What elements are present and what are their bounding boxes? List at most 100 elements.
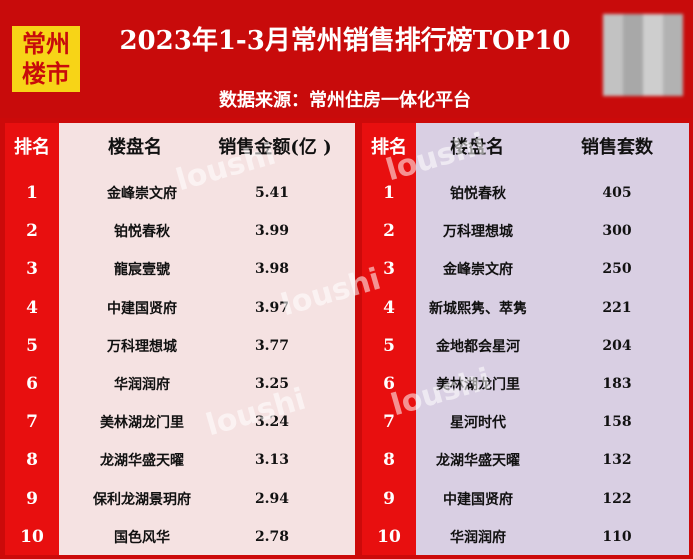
page-title: 2023年1-3月常州销售排行榜TOP10 bbox=[119, 26, 571, 56]
project-name: 铂悦春秋 bbox=[450, 186, 506, 202]
rank-number: 10 bbox=[20, 526, 44, 547]
project-name: 龙湖华盛天曜 bbox=[100, 453, 184, 470]
table-row: 6 华润润府 3.25 bbox=[5, 365, 355, 403]
sales-value: 158 bbox=[602, 414, 632, 431]
rank-number: 6 bbox=[383, 374, 395, 394]
project-name: 星河时代 bbox=[450, 415, 506, 432]
rank-number: 2 bbox=[383, 221, 395, 242]
project-name: 中建国贤府 bbox=[443, 491, 513, 508]
sales-value: 3.13 bbox=[254, 452, 290, 469]
sales-value: 183 bbox=[602, 376, 632, 392]
rank-number: 1 bbox=[26, 183, 38, 203]
table-row: 10 国色风华 2.78 bbox=[5, 518, 355, 556]
table-row: 3 金峰崇文府 250 bbox=[362, 250, 689, 288]
sales-value: 204 bbox=[602, 337, 632, 354]
table-row: 4 新城熙隽、萃隽 221 bbox=[362, 289, 689, 327]
project-name: 美林湖龙门里 bbox=[436, 377, 520, 393]
rank-number: 2 bbox=[26, 221, 38, 242]
sales-value: 3.77 bbox=[254, 337, 290, 354]
project-name: 金峰崇文府 bbox=[443, 262, 513, 279]
table-row: 6 美林湖龙门里 183 bbox=[362, 365, 689, 403]
sales-value: 221 bbox=[602, 299, 632, 316]
rank-number: 8 bbox=[26, 450, 38, 471]
rank-number: 4 bbox=[383, 297, 395, 318]
project-name: 万科理想城 bbox=[107, 338, 177, 355]
rank-number: 4 bbox=[26, 297, 38, 318]
rank-number: 5 bbox=[383, 335, 395, 356]
sales-value: 5.41 bbox=[254, 185, 290, 201]
sales-value: 3.24 bbox=[254, 414, 290, 431]
sales-units-table: 排名 楼盘名 销售套数 1 铂悦春秋 405 2 万科理想城 300 3 金峰崇文府 250 4 新… bbox=[362, 123, 689, 555]
sales-value: 300 bbox=[602, 223, 632, 240]
sales-value: 405 bbox=[602, 185, 632, 201]
rank-number: 5 bbox=[26, 335, 38, 356]
sales-value: 250 bbox=[602, 261, 632, 278]
header-rank: 排名 bbox=[14, 137, 50, 158]
rank-column bbox=[362, 123, 416, 555]
rank-number: 9 bbox=[26, 488, 38, 509]
table-row: 5 金地都会星河 204 bbox=[362, 327, 689, 365]
table-row: 9 中建国贤府 122 bbox=[362, 480, 689, 518]
rank-number: 6 bbox=[26, 374, 38, 394]
project-name: 华润润府 bbox=[450, 529, 506, 546]
rank-number: 10 bbox=[377, 526, 401, 547]
project-name: 美林湖龙门里 bbox=[100, 415, 184, 432]
rank-number: 7 bbox=[383, 412, 395, 433]
project-name: 中建国贤府 bbox=[107, 300, 177, 317]
table-row: 9 保利龙湖景玥府 2.94 bbox=[5, 480, 355, 518]
header-name: 楼盘名 bbox=[450, 137, 504, 158]
logo-line1: 常州 bbox=[22, 29, 70, 58]
sales-value: 3.99 bbox=[254, 223, 290, 240]
table-row: 5 万科理想城 3.77 bbox=[5, 327, 355, 365]
rank-number: 3 bbox=[26, 259, 38, 280]
sales-value: 2.94 bbox=[254, 490, 290, 507]
project-name: 保利龙湖景玥府 bbox=[93, 491, 191, 508]
sales-value: 3.98 bbox=[254, 261, 290, 278]
rank-number: 7 bbox=[26, 412, 38, 433]
sales-value: 2.78 bbox=[254, 528, 290, 545]
table-row: 8 龙湖华盛天曜 132 bbox=[362, 441, 689, 479]
data-source: 数据来源：常州住房一体化平台 bbox=[219, 90, 471, 111]
project-name: 金地都会星河 bbox=[436, 338, 520, 355]
project-name: 龍宸壹號 bbox=[114, 262, 170, 279]
rank-number: 8 bbox=[383, 450, 395, 471]
table-row: 3 龍宸壹號 3.98 bbox=[5, 250, 355, 288]
table-row: 2 铂悦春秋 3.99 bbox=[5, 212, 355, 250]
header-units: 销售套数 bbox=[581, 137, 653, 158]
table-row: 7 美林湖龙门里 3.24 bbox=[5, 403, 355, 441]
sales-value: 132 bbox=[602, 452, 632, 469]
project-name: 华润润府 bbox=[114, 377, 170, 393]
table-row: 10 华润润府 110 bbox=[362, 518, 689, 556]
project-name: 国色风华 bbox=[114, 529, 170, 546]
sales-value: 110 bbox=[602, 528, 632, 545]
header-amount: 销售金额(亿 ) bbox=[218, 137, 332, 158]
table-row: 7 星河时代 158 bbox=[362, 403, 689, 441]
project-name: 龙湖华盛天曜 bbox=[436, 453, 520, 470]
project-name: 新城熙隽、萃隽 bbox=[429, 300, 527, 317]
header-banner: 常州 楼市 2023年1-3月常州销售排行榜TOP10 数据来源：常州住房一体化… bbox=[0, 0, 693, 118]
sales-amount-table: 排名 楼盘名 销售金额(亿 ) 1 金峰崇文府 5.41 2 铂悦春秋 3.99 3 龍宸壹號… bbox=[5, 123, 355, 555]
qr-code-icon bbox=[603, 14, 683, 96]
project-name: 万科理想城 bbox=[443, 224, 513, 241]
sales-value: 3.25 bbox=[254, 376, 290, 392]
logo-line2: 楼市 bbox=[22, 59, 70, 88]
table-row: 1 铂悦春秋 405 bbox=[362, 174, 689, 212]
project-name: 铂悦春秋 bbox=[114, 224, 170, 241]
sales-value: 3.97 bbox=[254, 299, 290, 316]
table-row: 2 万科理想城 300 bbox=[362, 212, 689, 250]
project-name: 金峰崇文府 bbox=[107, 186, 177, 202]
header-rank: 排名 bbox=[371, 137, 407, 158]
rank-number: 9 bbox=[383, 488, 395, 509]
rank-column bbox=[5, 123, 59, 555]
logo-badge: 常州 楼市 bbox=[12, 26, 80, 92]
rank-number: 1 bbox=[383, 183, 395, 203]
sales-value: 122 bbox=[602, 490, 632, 507]
table-row: 1 金峰崇文府 5.41 bbox=[5, 174, 355, 212]
table-header: 排名 楼盘名 销售套数 bbox=[362, 127, 689, 165]
table-row: 8 龙湖华盛天曜 3.13 bbox=[5, 441, 355, 479]
header-name: 楼盘名 bbox=[108, 137, 162, 158]
table-row: 4 中建国贤府 3.97 bbox=[5, 289, 355, 327]
rank-number: 3 bbox=[383, 259, 395, 280]
table-header: 排名 楼盘名 销售金额(亿 ) bbox=[5, 127, 355, 165]
